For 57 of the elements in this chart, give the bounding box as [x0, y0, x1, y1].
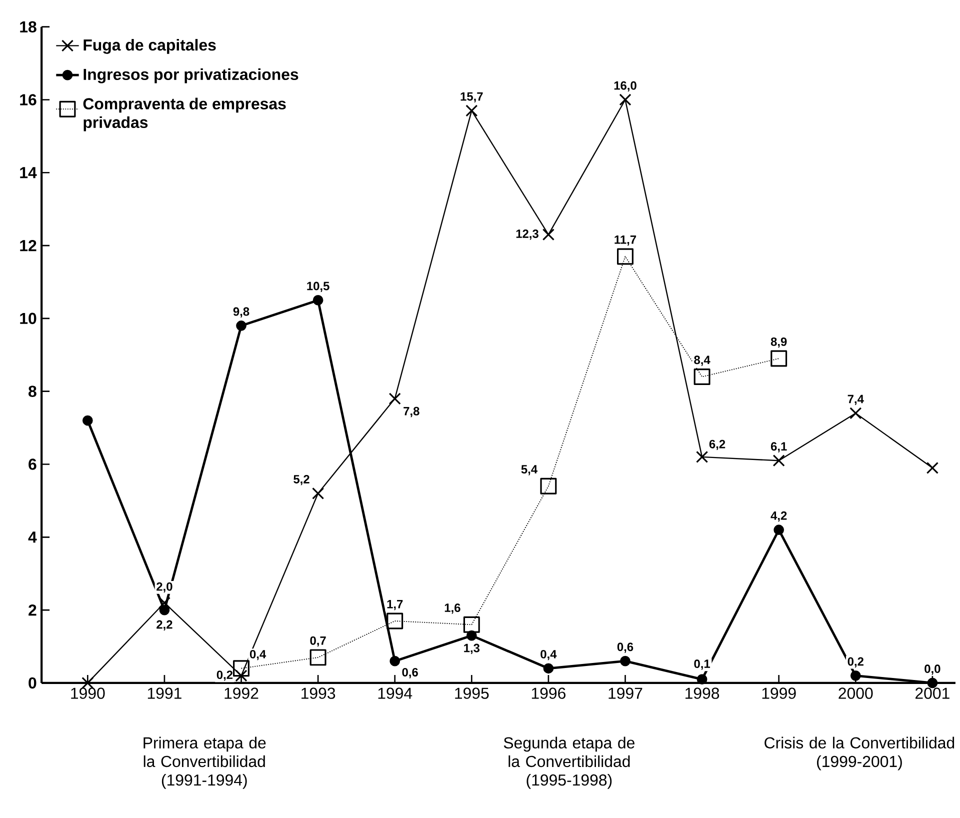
data-label: 10,5	[307, 282, 330, 292]
data-label: 7,4	[848, 394, 864, 406]
data-label: 1,3	[464, 644, 480, 654]
y-tick-label: 8	[28, 386, 36, 398]
legend-label: Compraventa de empresas privadas	[83, 98, 286, 132]
data-label: 0,1	[694, 660, 710, 670]
data-label: 0,4	[540, 650, 557, 660]
data-label: 12,3	[516, 230, 538, 240]
data-label: 0,6	[617, 642, 634, 653]
data-label: 15,7	[460, 92, 483, 102]
x-tick-label: 1999	[762, 688, 796, 699]
y-tick-label: 12	[20, 240, 36, 252]
x-tick-label: 1996	[532, 688, 566, 699]
data-label: 11,7	[614, 236, 636, 246]
data-label: 0,4	[250, 650, 266, 660]
data-label: 4,2	[770, 511, 787, 522]
text: Primera etapa de la Convertibilidad (1991-1994)	[144, 736, 266, 789]
text: Segunda etapa de la Convertibilidad (1995-1998)	[504, 736, 634, 789]
x-tick-label: 2001	[915, 688, 950, 699]
data-label: 6,1	[770, 442, 787, 452]
y-tick-label: 6	[28, 458, 36, 470]
data-label: 5,2	[294, 475, 310, 486]
y-tick-label: 10	[20, 312, 36, 324]
data-label: 0,2	[848, 657, 864, 668]
data-label: 1,7	[387, 600, 403, 610]
data-label: 0,7	[310, 636, 326, 647]
data-label: 8,4	[694, 356, 710, 366]
legend-label: Ingresos por privatizaciones	[84, 68, 298, 84]
x-tick-label: 1990	[71, 688, 105, 699]
x-tick-label: 2000	[838, 688, 873, 699]
y-tick-label: 18	[20, 21, 36, 33]
x-tick-label: 1997	[608, 688, 642, 699]
data-label: 2,0	[156, 582, 172, 593]
x-tick-label: 1995	[455, 688, 489, 699]
data-label: 7,8	[404, 406, 420, 418]
data-label: 9,8	[233, 307, 250, 318]
x-tick-label: 1991	[148, 688, 182, 699]
y-tick-label: 0	[28, 677, 36, 689]
data-label: 6,2	[709, 440, 726, 450]
data-label: 8,9	[770, 337, 787, 348]
x-tick-label: 1993	[302, 688, 336, 699]
y-tick-label: 16	[20, 94, 36, 106]
y-tick-label: 14	[20, 167, 37, 178]
data-label: 5,4	[521, 465, 538, 476]
y-tick-label: 4	[28, 532, 37, 543]
data-label: 16,0	[614, 81, 636, 92]
data-label: 0,6	[402, 668, 418, 678]
data-label: 0,2	[216, 670, 233, 681]
x-tick-label: 1992	[224, 688, 258, 699]
text: Crisis de la Convertibilidad (1999-2001)	[764, 736, 954, 770]
data-label: 2,2	[156, 620, 172, 631]
legend-label: Fuga de capitales	[84, 39, 216, 54]
y-tick-label: 2	[28, 604, 36, 616]
data-label: 0,0	[924, 664, 940, 675]
data-label: 1,6	[444, 604, 460, 614]
x-tick-label: 1998	[686, 688, 720, 699]
x-tick-label: 1994	[378, 688, 412, 699]
